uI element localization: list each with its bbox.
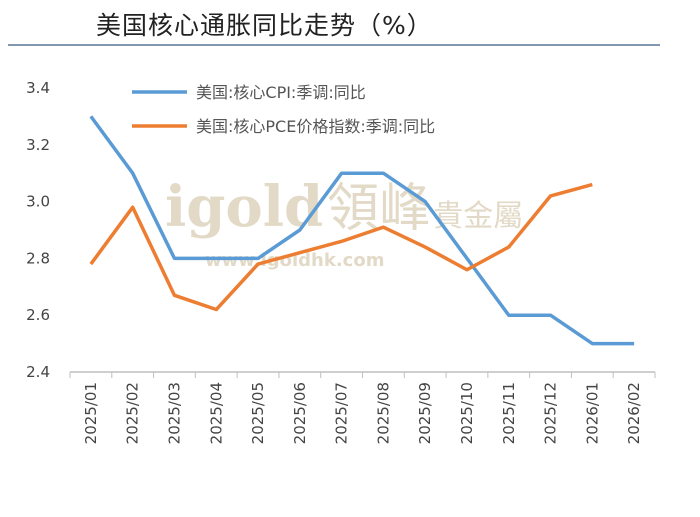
y-tick-label: 2.6: [26, 306, 50, 324]
legend-label: 美国:核心CPI:季调:同比: [196, 83, 366, 102]
watermark: igold領峰貴金屬 www.igoldhk.com: [165, 174, 523, 271]
y-tick-label: 2.4: [26, 363, 50, 381]
x-tick-label: 2026/01: [583, 382, 601, 444]
x-tick-label: 2025/06: [291, 382, 309, 444]
x-tick-label: 2025/11: [500, 382, 518, 444]
title-underline: [8, 44, 660, 46]
y-tick-label: 3.4: [26, 79, 50, 97]
x-tick-label: 2025/08: [374, 382, 392, 444]
x-tick-label: 2025/05: [249, 382, 267, 444]
x-tick-label: 2025/10: [458, 382, 476, 444]
x-tick-label: 2025/04: [207, 382, 225, 444]
x-tick-label: 2025/09: [416, 382, 434, 444]
watermark-url: www.igoldhk.com: [205, 250, 384, 271]
chart-title: 美国核心通胀同比走势（%）: [96, 11, 433, 40]
x-tick-label: 2026/02: [625, 382, 643, 444]
y-tick-label: 3.2: [26, 136, 50, 154]
x-tick-label: 2025/07: [333, 382, 351, 444]
watermark-logo: igold領峰貴金屬: [165, 174, 523, 240]
series-line-core-cpi: [89, 115, 635, 346]
y-tick-label: 3.0: [26, 193, 50, 211]
x-tick-label: 2025/03: [165, 382, 183, 444]
x-tick-label: 2025/01: [82, 382, 100, 444]
x-tick-label: 2025/02: [124, 382, 142, 444]
y-tick-label: 2.8: [26, 249, 50, 267]
legend-label: 美国:核心PCE价格指数:季调:同比: [196, 117, 435, 136]
x-tick-label: 2025/12: [542, 382, 560, 444]
